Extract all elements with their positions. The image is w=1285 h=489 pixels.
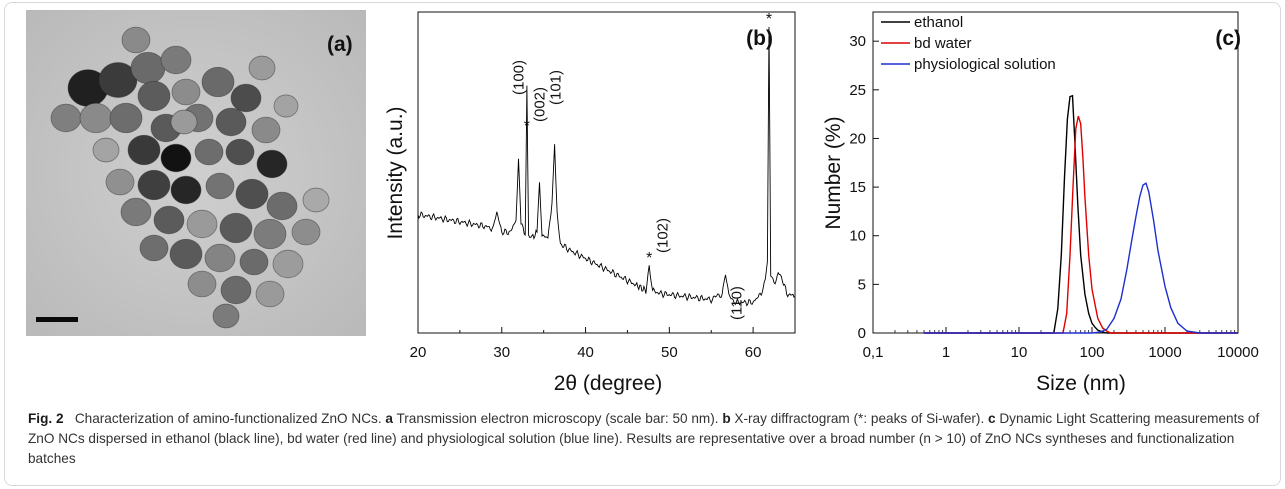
xrd-x-tick-label: 60 [745, 344, 762, 361]
dls-x-tick-label: 10 [1011, 344, 1028, 361]
dls-x-tick-label: 100 [1079, 344, 1104, 361]
nanocrystal [160, 143, 192, 173]
xrd-peak-label: (002) [531, 87, 548, 122]
dls-series-line [924, 182, 1238, 334]
nanocrystal [169, 238, 203, 270]
xrd-series-line [417, 26, 796, 307]
xrd-x-tick-label: 40 [577, 344, 594, 361]
xrd-si-peak-marker: * [524, 118, 530, 135]
caption-intro: Characterization of amino-functionalized… [74, 411, 382, 426]
nanocrystal [186, 209, 218, 239]
tem-image [26, 10, 366, 336]
nanocrystal [139, 234, 169, 262]
nanocrystal [256, 149, 288, 179]
scale-bar [36, 317, 78, 322]
caption-text-a: Transmission electron microscopy (scale … [396, 411, 719, 426]
caption-key-a: a [385, 411, 393, 426]
caption-key-c: c [988, 411, 996, 426]
nanocrystal [194, 138, 224, 166]
xrd-x-tick-label: 50 [661, 344, 678, 361]
dls-legend-label: physiological solution [914, 56, 1056, 73]
nanocrystal [50, 103, 82, 133]
nanocrystal [160, 45, 192, 75]
nanocrystal [79, 102, 113, 134]
nanocrystal [170, 109, 198, 135]
nanocrystal [273, 94, 299, 118]
nanocrystal [120, 197, 152, 227]
nanocrystal [137, 169, 171, 201]
nanocrystal [272, 249, 304, 279]
nanocrystal [253, 218, 287, 250]
figure-caption: Fig. 2 Characterization of amino-functio… [28, 409, 1260, 469]
nanocrystal [248, 55, 276, 81]
dls-x-axis-label: Size (nm) [1036, 372, 1126, 395]
dls-y-tick-label: 20 [849, 130, 866, 147]
xrd-x-tick-label: 20 [410, 344, 427, 361]
dls-y-tick-label: 25 [849, 82, 866, 99]
dls-y-tick-label: 10 [849, 228, 866, 245]
caption-fig-number: Fig. 2 [28, 411, 64, 426]
nanocrystal [291, 218, 321, 246]
nanocrystal [219, 212, 253, 244]
dls-y-axis-label: Number (%) [822, 116, 845, 229]
nanocrystal [109, 102, 143, 134]
dls-y-tick-label: 0 [858, 325, 866, 342]
nanocrystal [251, 116, 281, 144]
nanocrystal [171, 78, 201, 106]
xrd-y-axis-label: Intensity (a.u.) [384, 106, 407, 239]
xrd-plot-frame [417, 11, 796, 334]
panel-label-a: (a) [327, 33, 353, 56]
dls-x-tick-label: 1 [942, 344, 950, 361]
dls-y-tick-label: 15 [849, 179, 866, 196]
panel-label-c: (c) [1215, 27, 1241, 50]
xrd-x-tick-label: 30 [493, 344, 510, 361]
panel-label-b: (b) [746, 27, 773, 50]
nanocrystal [235, 178, 269, 210]
nanocrystal [215, 107, 247, 137]
nanocrystal [187, 270, 217, 298]
dls-y-tick-label: 30 [849, 33, 866, 50]
nanocrystal [170, 175, 202, 205]
caption-text-c: Dynamic Light Scattering measurements of… [28, 411, 1260, 466]
dls-x-tick-label: 1000 [1148, 344, 1181, 361]
nanocrystal [153, 205, 185, 235]
dls-x-tick-label: 10000 [1217, 344, 1259, 361]
xrd-si-peak-marker: * [646, 250, 652, 267]
dls-x-tick-label: 0,1 [863, 344, 884, 361]
nanocrystal [220, 275, 252, 305]
xrd-chart: 20 30 40 50 60 (100)*(002)(101)*(102)(110)* … [384, 11, 796, 395]
caption-key-b: b [722, 411, 731, 426]
nanocrystal [205, 172, 235, 200]
xrd-x-axis-label: 2θ (degree) [554, 372, 663, 395]
nanocrystal [92, 137, 120, 163]
nanocrystal [230, 83, 262, 113]
nanocrystal [121, 26, 151, 54]
nanocrystal [105, 168, 135, 196]
dls-y-tick-label: 5 [858, 276, 866, 293]
dls-legend-label: ethanol [914, 14, 963, 31]
nanocrystal [212, 303, 240, 329]
nanocrystal [201, 66, 235, 98]
caption-text-b: X-ray diffractogram (*: peaks of Si-wafe… [734, 411, 985, 426]
nanocrystal-cluster [50, 26, 330, 329]
nanocrystal [255, 280, 285, 308]
dls-chart: 0,1 1 10 100 1000 10000 0 5 10 15 20 25 30 ethanol bd… [822, 11, 1259, 395]
figure-frame [4, 2, 1281, 486]
xrd-si-peak-marker: * [766, 11, 772, 28]
xrd-peak-label: (100) [511, 60, 528, 95]
nanocrystal [137, 80, 171, 112]
xrd-peak-label: (101) [547, 70, 564, 105]
nanocrystal [204, 243, 236, 273]
nanocrystal [130, 51, 166, 85]
nanocrystal [302, 187, 330, 213]
nanocrystal [266, 191, 298, 221]
xrd-peak-label: (102) [655, 218, 672, 253]
dls-series-line [924, 115, 1238, 334]
nanocrystal [239, 248, 269, 276]
xrd-peak-label: (110) [728, 286, 745, 320]
nanocrystal [127, 134, 161, 166]
nanocrystal [225, 138, 255, 166]
dls-legend-label: bd water [914, 35, 972, 52]
